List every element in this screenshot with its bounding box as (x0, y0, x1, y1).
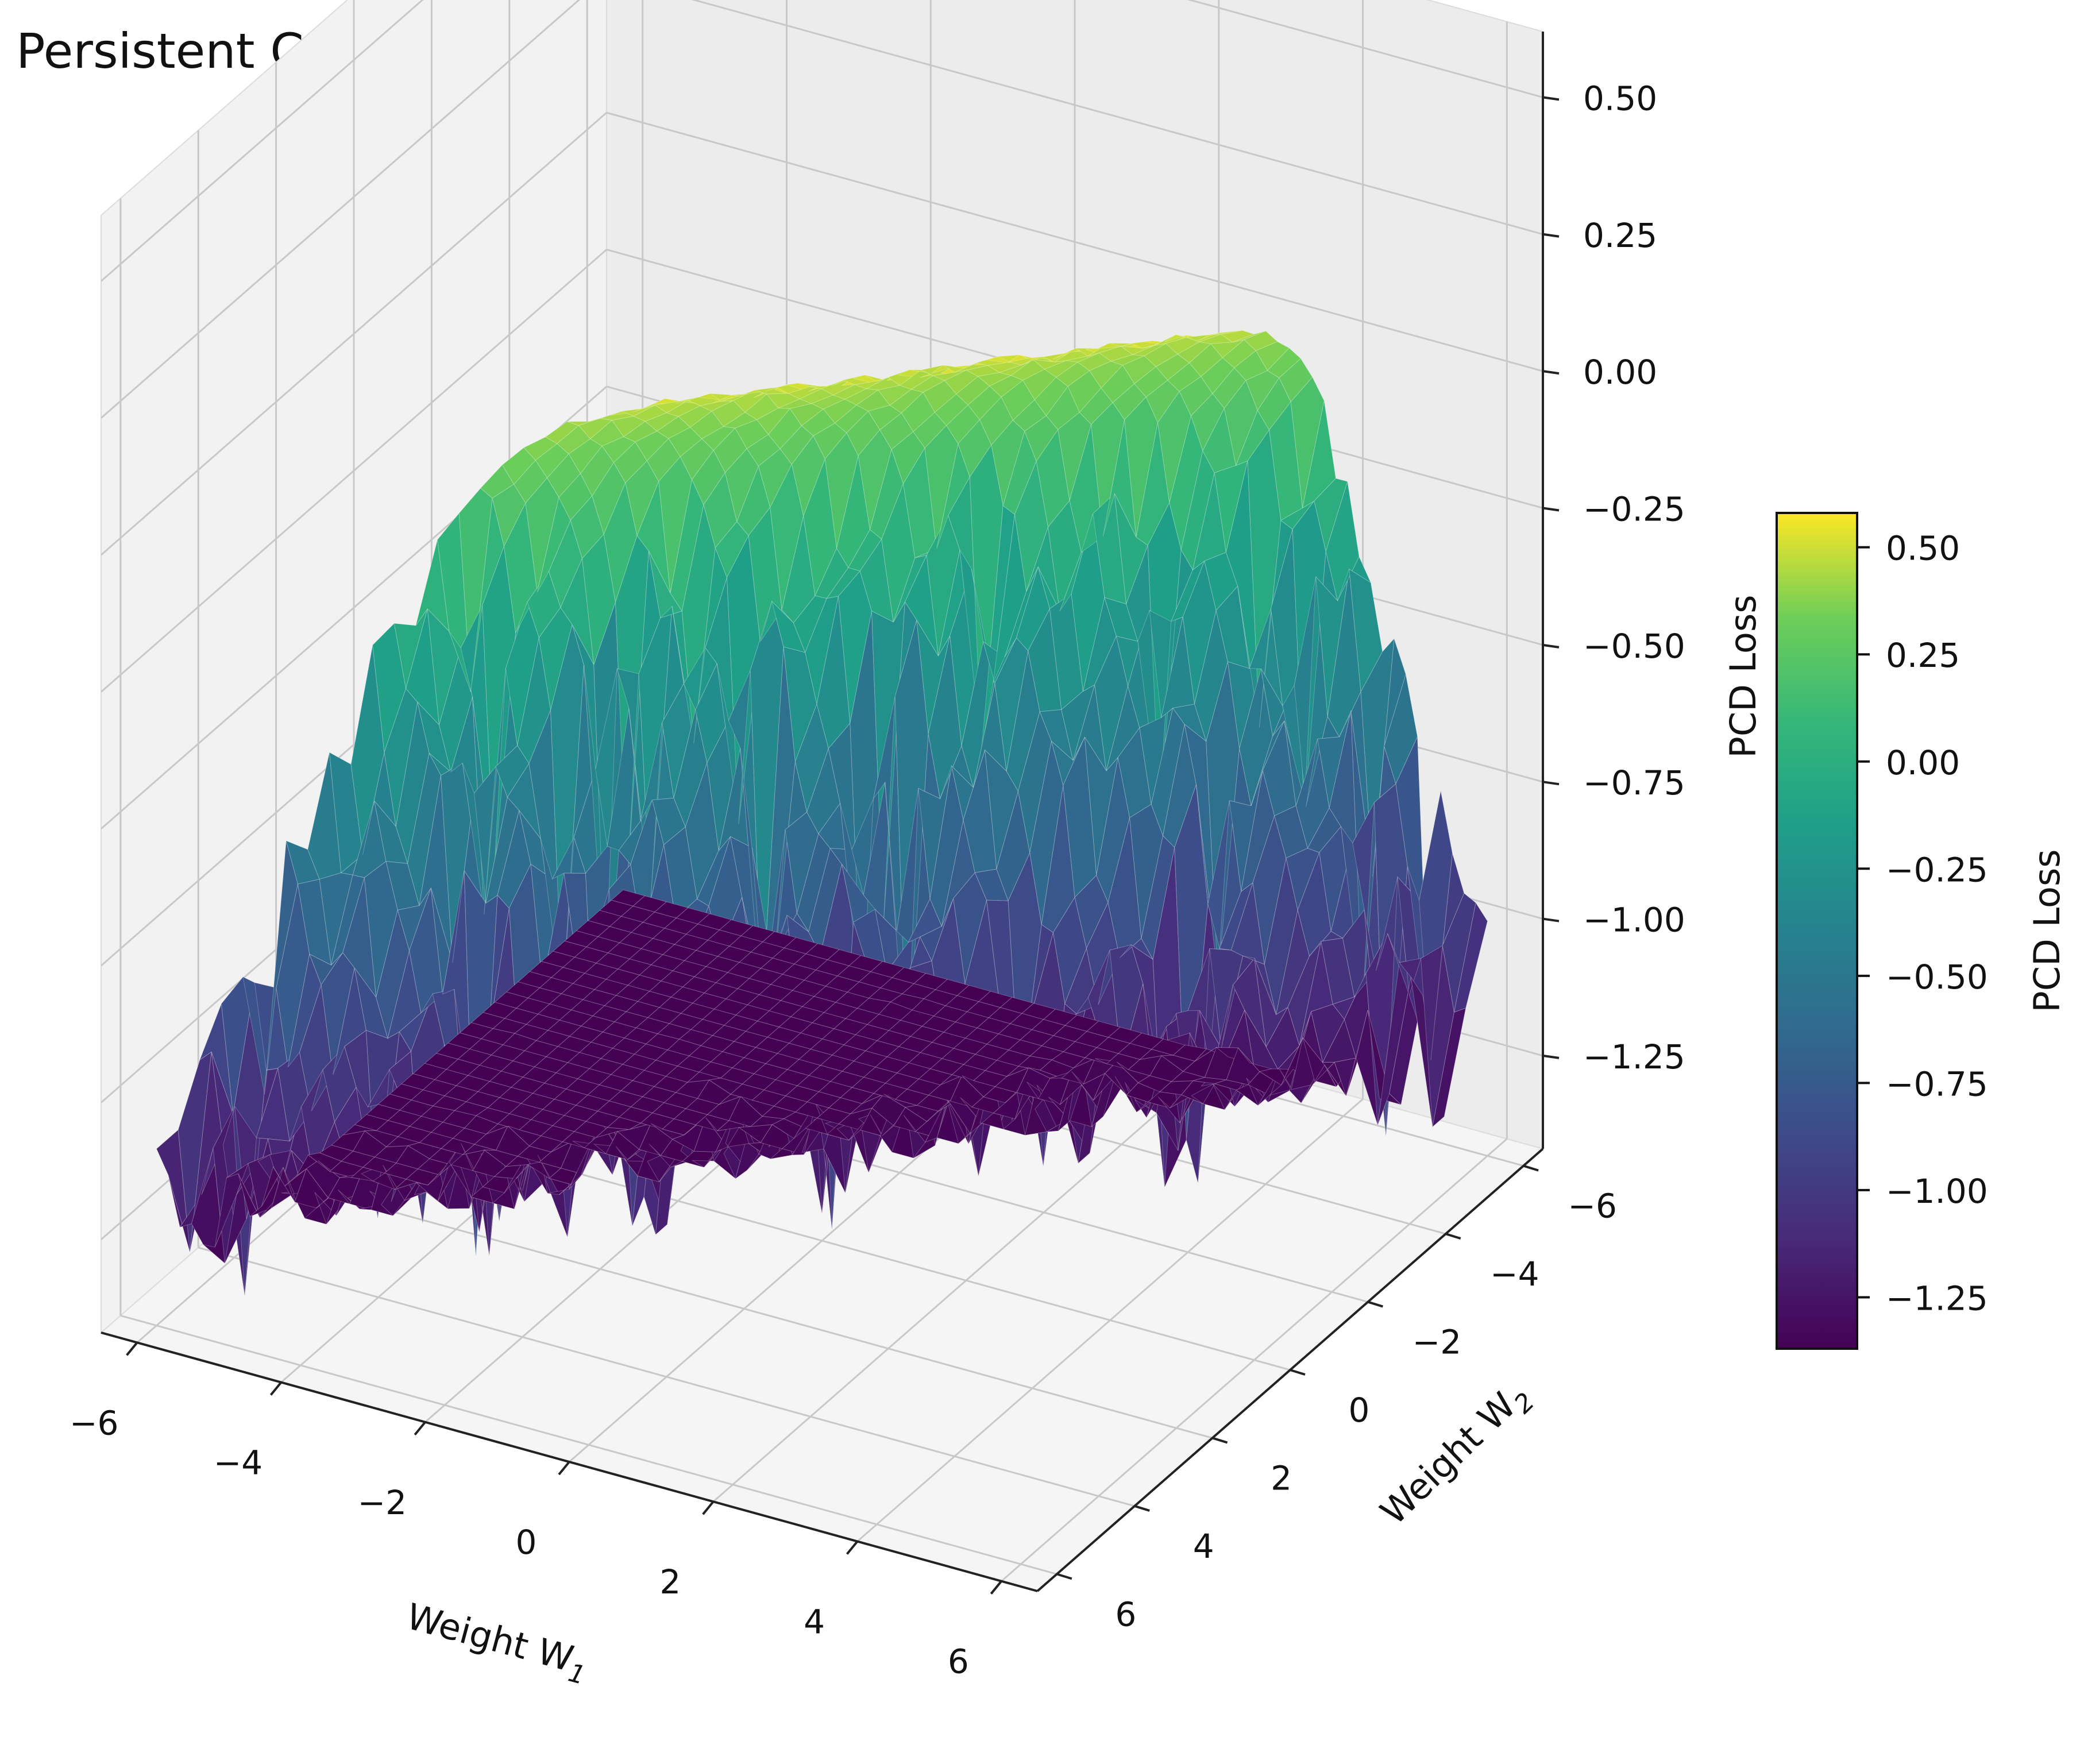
y-tick-mark (1367, 1300, 1383, 1308)
z-tick-mark (1542, 643, 1560, 649)
surface-mesh (156, 330, 1488, 1296)
z-tick-mark (1542, 1054, 1560, 1059)
y-tick-label: −4 (1490, 1255, 1539, 1294)
y-tick-mark (1212, 1437, 1228, 1444)
x-tick-label: −2 (357, 1483, 407, 1522)
z-tick-label: 0.50 (1583, 79, 1657, 118)
z-tick-label: −0.25 (1583, 489, 1685, 528)
y-tick-label: −2 (1413, 1323, 1462, 1362)
z-tick-mark (1542, 96, 1560, 101)
y-tick-mark (1134, 1505, 1150, 1512)
surface-facet (1337, 556, 1372, 601)
surface-facet (1220, 330, 1255, 343)
colorbar: −1.25 −1.00 −0.75 −0.50 −0.25 0.00 0.25 0.50 PCD… (1776, 512, 2068, 1350)
y-axis-label: Weight W2 (1372, 1373, 1541, 1538)
x-tick-mark (126, 1342, 138, 1356)
colorbar-tick-label: 0.50 (1886, 529, 1960, 568)
z-tick-label: 0.00 (1583, 353, 1657, 392)
x-tick-label: 4 (804, 1602, 825, 1641)
colorbar-tick-label: −1.00 (1886, 1172, 1988, 1211)
gridline-z-left (101, 0, 424, 282)
z-tick-mark (1542, 507, 1560, 512)
colorbar-gradient (1776, 512, 1858, 1350)
z-axis-label: PCD Loss (1722, 595, 1764, 758)
surface-facet (1302, 400, 1337, 509)
x-tick-mark (414, 1421, 426, 1436)
surface-facet (1279, 358, 1313, 403)
gridline-z-back (1187, 0, 1543, 98)
x-tick-label: 0 (516, 1523, 537, 1562)
y-axis-label-subscript: 2 (1508, 1387, 1541, 1419)
x-tick-mark (846, 1541, 859, 1555)
z-tick-mark (1542, 781, 1560, 786)
x-tick-mark (990, 1580, 1002, 1595)
x-tick-mark (558, 1461, 570, 1476)
surface-facet (1209, 330, 1243, 335)
colorbar-tick-label: −0.75 (1886, 1064, 1988, 1103)
gridline-z-left (101, 249, 607, 693)
surface-facet (1314, 478, 1348, 553)
z-tick-mark (1542, 370, 1560, 375)
gridline-y-floor (276, 1179, 1213, 1439)
gridline-y-floor (120, 1314, 1058, 1575)
x-tick-label: −4 (214, 1443, 263, 1483)
colorbar-label: PCD Loss (2026, 849, 2068, 1012)
x-tick-mark (702, 1500, 715, 1515)
z-tick-label: −1.00 (1583, 901, 1685, 940)
y-tick-mark (1290, 1369, 1306, 1376)
z-tick-label: 0.25 (1583, 216, 1657, 255)
y-tick-mark (1445, 1233, 1461, 1240)
x-tick-label: −6 (70, 1403, 119, 1442)
z-tick-label: −0.75 (1583, 763, 1685, 802)
z-tick-label: −0.50 (1583, 627, 1685, 666)
gridline-y-floor (198, 1246, 1135, 1507)
gridline-z-back (606, 111, 1543, 372)
y-tick-mark (1056, 1573, 1072, 1580)
y-tick-label: 0 (1349, 1391, 1370, 1430)
colorbar-tick-label: 0.00 (1886, 743, 1960, 782)
y-tick-label: 6 (1115, 1595, 1136, 1634)
y-tick-label: −6 (1568, 1187, 1617, 1226)
y-tick-label: 2 (1271, 1458, 1292, 1497)
surface-facet (1384, 674, 1418, 785)
z-tick-mark (1542, 233, 1560, 238)
gridline-z-left (101, 0, 581, 419)
surface-facet (1232, 330, 1266, 343)
surface-facet (1430, 853, 1465, 1060)
gridline-z-left (101, 111, 607, 556)
x-tick-label: 6 (948, 1642, 969, 1681)
z-tick-label: −1.25 (1583, 1037, 1685, 1076)
colorbar-tick-label: −0.25 (1886, 850, 1988, 889)
x-axis-label-subscript: 1 (565, 1658, 588, 1691)
x-tick-label: 2 (659, 1562, 681, 1601)
colorbar-tick-label: 0.25 (1886, 636, 1960, 675)
surface-facet (1290, 376, 1325, 508)
y-tick-mark (1523, 1164, 1539, 1172)
colorbar-tick-label: −1.25 (1886, 1279, 1988, 1318)
x-axis-label: Weight W1 (400, 1595, 593, 1690)
surface-facet (1267, 348, 1302, 379)
gridline-z-back (691, 0, 1543, 236)
colorbar-tick-label: −0.50 (1886, 958, 1988, 997)
x-tick-mark (269, 1381, 283, 1396)
y-tick-label: 4 (1193, 1527, 1214, 1566)
surface-facet (1453, 902, 1488, 1013)
z-tick-mark (1542, 917, 1560, 922)
